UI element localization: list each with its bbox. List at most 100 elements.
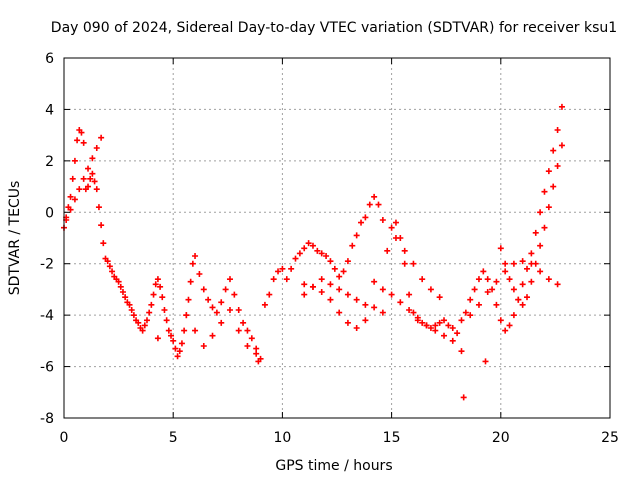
data-point xyxy=(181,327,188,334)
data-point xyxy=(410,309,417,316)
data-point xyxy=(545,204,552,211)
data-point xyxy=(301,291,308,298)
data-point xyxy=(541,224,548,231)
axis-ticks: 0 5 10 15 20 25 -8 -6 -4 -2 0 2 4 6 xyxy=(40,51,619,446)
data-point xyxy=(152,281,159,288)
y-tick-label: -8 xyxy=(40,411,54,427)
data-point xyxy=(441,332,448,339)
data-point xyxy=(506,322,513,329)
data-point xyxy=(406,291,413,298)
data-point xyxy=(71,157,78,164)
data-point xyxy=(159,294,166,301)
data-point xyxy=(545,276,552,283)
data-point xyxy=(353,296,360,303)
data-point xyxy=(419,319,426,326)
data-point xyxy=(432,327,439,334)
data-point xyxy=(515,296,522,303)
data-point xyxy=(401,247,408,254)
data-point xyxy=(187,278,194,285)
data-point xyxy=(261,301,268,308)
data-point xyxy=(314,247,321,254)
data-point xyxy=(366,201,373,208)
data-point xyxy=(471,286,478,293)
data-point xyxy=(331,265,338,272)
data-point xyxy=(244,343,251,349)
data-point xyxy=(74,137,81,144)
data-point xyxy=(484,289,491,295)
data-point xyxy=(344,291,351,298)
data-point xyxy=(537,209,544,216)
data-point xyxy=(128,307,135,313)
data-point xyxy=(200,286,207,293)
data-point xyxy=(353,325,360,331)
data-point xyxy=(510,312,517,319)
data-point xyxy=(362,214,369,221)
data-points xyxy=(61,103,565,401)
data-point xyxy=(226,276,233,283)
data-point xyxy=(161,307,168,313)
data-point xyxy=(226,307,233,313)
x-tick-label: 20 xyxy=(492,430,510,446)
data-point xyxy=(87,175,94,182)
y-tick-label: 2 xyxy=(45,154,54,170)
data-point xyxy=(172,345,179,352)
data-point xyxy=(475,276,482,283)
data-point xyxy=(460,394,467,401)
data-point xyxy=(554,127,561,133)
data-point xyxy=(445,322,452,329)
data-point xyxy=(209,332,216,339)
data-point xyxy=(558,142,565,149)
chart-title: Day 090 of 2024, Sidereal Day-to-day VTE… xyxy=(51,20,617,36)
data-point xyxy=(148,301,155,308)
data-point xyxy=(497,245,504,252)
data-point xyxy=(419,276,426,283)
data-point xyxy=(344,258,351,265)
data-point xyxy=(279,265,286,272)
data-point xyxy=(154,276,161,283)
x-tick-label: 10 xyxy=(273,430,291,446)
data-point xyxy=(336,309,343,316)
data-point xyxy=(554,281,561,288)
data-point xyxy=(93,186,100,193)
data-point xyxy=(255,358,262,365)
data-point xyxy=(91,178,98,185)
data-point xyxy=(353,232,360,239)
data-point xyxy=(98,222,105,229)
data-point xyxy=(482,358,489,365)
data-point xyxy=(550,183,557,190)
data-point xyxy=(436,319,443,326)
data-point xyxy=(524,265,531,272)
data-point xyxy=(104,258,111,265)
data-point xyxy=(85,183,92,190)
data-point xyxy=(519,258,526,265)
data-point xyxy=(510,260,517,267)
data-point xyxy=(275,268,282,275)
y-tick-label: 6 xyxy=(45,51,54,67)
data-point xyxy=(222,286,229,293)
data-point xyxy=(327,296,334,303)
data-point xyxy=(109,268,116,275)
x-tick-label: 5 xyxy=(169,430,178,446)
data-point xyxy=(178,340,185,347)
data-point xyxy=(270,276,277,283)
data-point xyxy=(176,348,183,355)
data-point xyxy=(545,168,552,175)
data-point xyxy=(318,276,325,283)
data-point xyxy=(318,289,325,295)
data-point xyxy=(143,317,150,324)
data-point xyxy=(192,327,199,334)
data-point xyxy=(200,343,207,349)
data-point xyxy=(154,335,161,342)
data-point xyxy=(379,217,386,223)
data-point xyxy=(371,304,378,311)
data-point xyxy=(541,188,548,195)
data-point xyxy=(185,296,192,303)
data-point xyxy=(502,327,509,334)
data-point xyxy=(388,224,395,231)
data-point xyxy=(266,291,273,298)
data-point xyxy=(519,301,526,308)
data-point xyxy=(497,317,504,324)
data-point xyxy=(327,258,334,265)
data-point xyxy=(301,245,308,252)
y-axis-title: SDTVAR / TECUs xyxy=(7,181,23,296)
